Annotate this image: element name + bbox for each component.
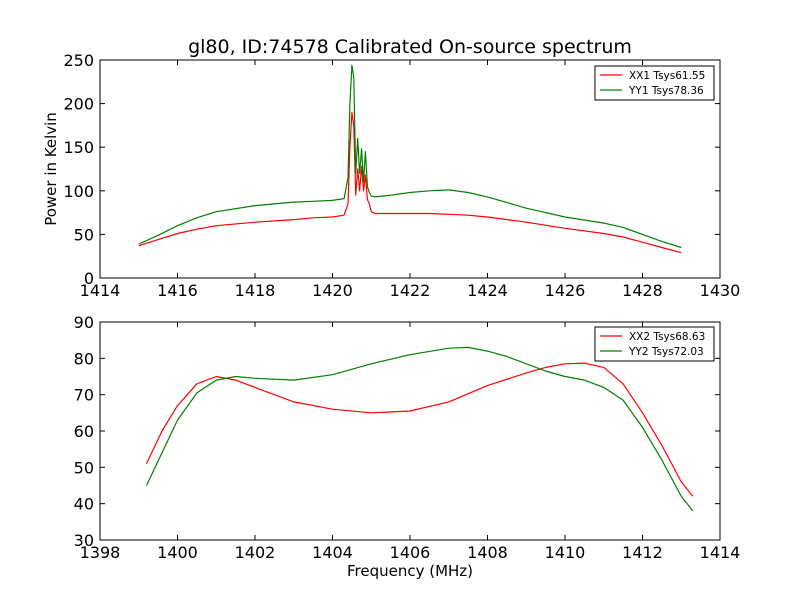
top-x-tick-label: 1420 [312,281,353,300]
top-x-tick-label: 1430 [700,281,741,300]
top-y-tick-label: 0 [84,269,94,288]
top-y-axis-title: Power in Kelvin [42,112,60,226]
top-series-lines [138,64,682,254]
top-x-tick-label: 1424 [467,281,508,300]
bottom-legend-box [594,326,715,362]
bottom-y-tick-label: 50 [74,458,94,477]
top-y-tick-label: 200 [63,95,94,114]
top-x-tick-label: 1426 [545,281,586,300]
top-spectrum-plot: Power in Kelvin 1414 1416 1418 1420 1422 1424… [42,51,740,300]
bottom-x-tick-label: 1398 [80,543,121,562]
bottom-y-tick-label: 80 [74,349,94,368]
bottom-spectrum-plot: Frequency (MHz) 1398 1400 1402 1404 1406 1408… [74,313,741,580]
bottom-series-2-line [145,346,694,512]
bottom-y-tick-label: 90 [74,313,94,332]
bottom-x-tick-label: 1412 [622,543,663,562]
top-legend-label-2: YY1 Tsys78.36 [628,85,704,97]
bottom-x-tick-label: 1404 [312,543,353,562]
bottom-x-tick-label: 1414 [700,543,741,562]
bottom-legend-label-2: YY2 Tsys72.03 [628,346,704,358]
top-x-tick-label: 1414 [80,281,121,300]
top-x-tick-label: 1422 [390,281,431,300]
bottom-x-tick-label: 1400 [157,543,198,562]
top-y-tick-label: 250 [63,51,94,70]
bottom-y-tick-label: 60 [74,422,94,441]
bottom-y-tick-label: 30 [74,531,94,550]
chart-title: gl80, ID:74578 Calibrated On-source spec… [188,36,632,58]
top-plot-frame [99,59,721,279]
bottom-x-tick-label: 1408 [467,543,508,562]
bottom-axis-ticks: 1398 1400 1402 1404 1406 1408 1410 1412 1414 30 40… [74,313,741,562]
bottom-y-tick-label: 70 [74,386,94,405]
top-axis-ticks: 1414 1416 1418 1420 1422 1424 1426 1428 1430 0 50 1… [63,51,740,300]
bottom-y-tick-label: 40 [74,495,94,514]
top-y-tick-label: 100 [63,182,94,201]
bottom-x-tick-label: 1406 [390,543,431,562]
bottom-legend-label-1: XX2 Tsys68.63 [629,331,705,343]
top-x-tick-label: 1418 [235,281,276,300]
top-x-tick-label: 1428 [622,281,663,300]
top-legend: XX1 Tsys61.55 YY1 Tsys78.36 [594,65,715,101]
top-y-tick-label: 50 [74,225,94,244]
top-y-tick-label: 150 [63,138,94,157]
top-x-tick-label: 1416 [157,281,198,300]
bottom-legend: XX2 Tsys68.63 YY2 Tsys72.03 [594,326,715,362]
bottom-series-lines [145,346,694,512]
top-legend-box [594,65,715,101]
top-legend-label-1: XX1 Tsys61.55 [629,70,705,82]
bottom-series-1-line [145,362,694,497]
bottom-x-axis-title: Frequency (MHz) [347,562,473,580]
bottom-x-tick-label: 1402 [235,543,276,562]
bottom-plot-frame [99,321,721,541]
top-series-2-line [138,64,682,249]
bottom-x-tick-label: 1410 [545,543,586,562]
top-series-1-line [138,111,682,254]
